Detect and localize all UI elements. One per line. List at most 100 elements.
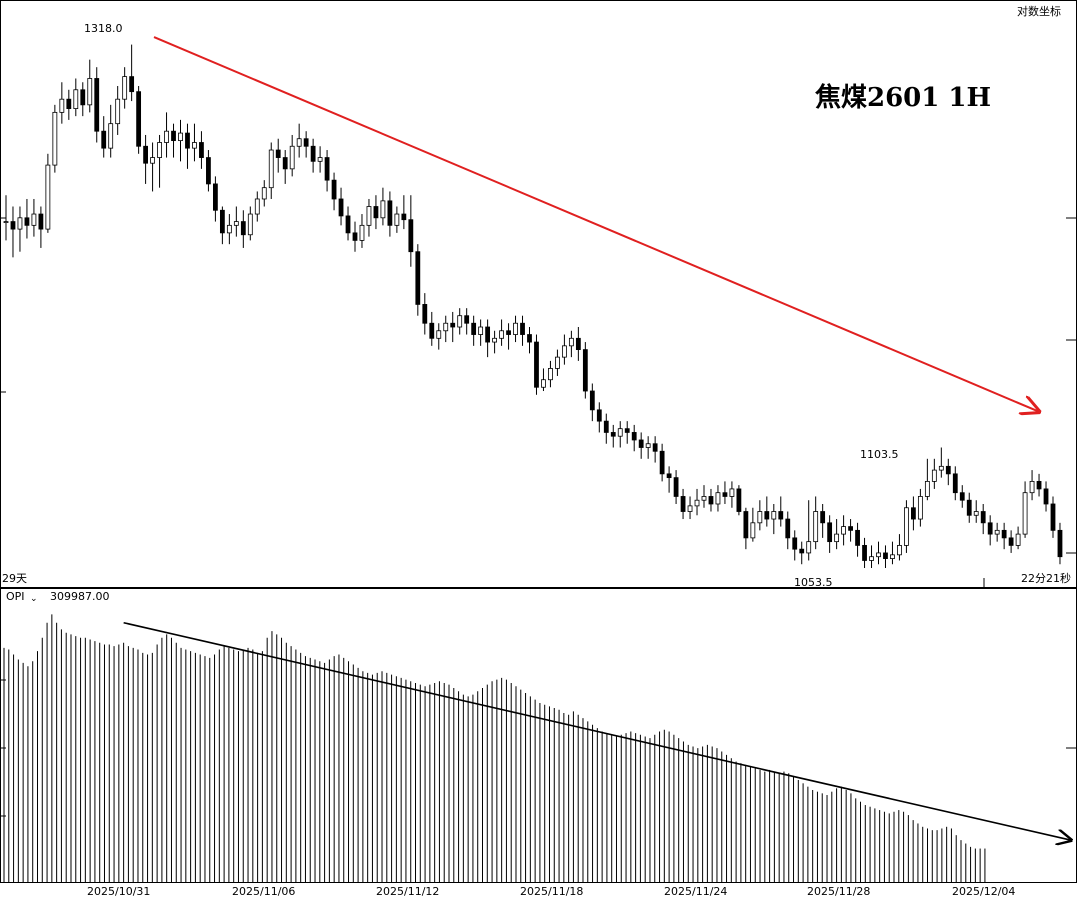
candle	[408, 195, 414, 267]
candle	[87, 59, 93, 113]
candle	[750, 507, 756, 542]
candle-body-down	[387, 200, 393, 226]
candle-body-down	[1050, 503, 1056, 531]
candle	[917, 488, 923, 527]
candle-body-up	[806, 541, 812, 554]
candle	[694, 488, 700, 516]
candle-body-down	[171, 130, 176, 142]
candle	[66, 89, 72, 120]
candle	[122, 67, 128, 109]
candle-body-down	[778, 511, 784, 520]
x-axis-date-label: 2025/11/12	[376, 885, 439, 898]
candle	[268, 142, 274, 199]
candle	[247, 206, 253, 241]
price-axis-ticks	[1066, 217, 1077, 554]
candle	[1043, 481, 1049, 512]
candle-body-up	[233, 221, 239, 226]
candle-body-down	[966, 499, 972, 516]
candle	[94, 67, 100, 143]
candle	[778, 496, 784, 527]
candle-body-up	[645, 443, 651, 448]
candle-body-up	[897, 545, 902, 556]
candle	[945, 458, 951, 486]
candle-body-down	[282, 157, 288, 170]
candle-body-down	[945, 465, 951, 475]
candle	[659, 443, 665, 482]
candle-body-up	[617, 428, 623, 437]
candle-body-down	[450, 322, 456, 328]
candle-body-up	[555, 356, 560, 369]
candle	[715, 485, 721, 512]
candle-body-down	[534, 341, 539, 388]
candle-body-up	[122, 76, 128, 100]
candle-body-up	[254, 198, 260, 215]
candle	[813, 496, 819, 550]
countdown-label: 22分21秒	[1021, 571, 1071, 585]
candle-body-down	[185, 132, 190, 149]
candle	[115, 86, 121, 135]
opi-indicator-header[interactable]: OPI ⌄	[6, 590, 38, 604]
candle	[240, 210, 246, 248]
candle-body-up	[436, 330, 442, 339]
candle	[596, 402, 602, 433]
candle-body-down	[952, 473, 958, 494]
candle-body-up	[1022, 492, 1028, 535]
candle-body-up	[513, 322, 518, 335]
candle	[171, 123, 176, 158]
candle-body-up	[917, 496, 923, 520]
candle	[589, 383, 595, 422]
candle-body-down	[1008, 537, 1014, 546]
opi-bar-series	[3, 614, 986, 882]
candle	[254, 191, 260, 222]
candle	[757, 500, 763, 531]
candle-body-down	[659, 450, 665, 475]
candle-body-down	[471, 322, 477, 335]
candle-body-down	[785, 518, 791, 539]
candle-body-up	[499, 330, 504, 339]
x-axis-date-label: 2025/11/06	[232, 885, 295, 898]
candle-body-down	[415, 251, 421, 305]
candle-body-down	[582, 349, 588, 392]
candle	[680, 488, 686, 520]
candle	[226, 214, 232, 245]
candle	[994, 522, 1000, 542]
chevron-down-icon[interactable]: ⌄	[30, 594, 38, 604]
candle	[185, 123, 190, 169]
mid-high-price-label: 1103.5	[860, 448, 899, 461]
candle-body-up	[380, 200, 386, 219]
candle-body-down	[596, 409, 602, 422]
candle-body-up	[869, 556, 874, 561]
candle-body-down	[1001, 529, 1007, 539]
candle-body-up	[750, 522, 756, 539]
candle-body-up	[687, 505, 693, 512]
candle	[520, 315, 525, 346]
candle	[820, 503, 826, 538]
candle-body-down	[987, 522, 993, 535]
candle-body-down	[589, 390, 595, 411]
candle	[282, 150, 288, 184]
candle-body-up	[45, 164, 51, 230]
opi-indicator-label[interactable]: OPI	[6, 590, 25, 603]
candle	[1050, 496, 1056, 538]
candle	[534, 334, 539, 395]
candle	[338, 187, 344, 226]
candle-body-down	[1057, 529, 1063, 558]
price-panel-frame	[0, 0, 1077, 588]
candle	[31, 198, 37, 237]
candle	[624, 421, 630, 444]
candle-body-down	[38, 213, 44, 230]
candle	[959, 485, 965, 508]
candle	[178, 119, 183, 162]
candle	[261, 180, 267, 207]
candle-body-down	[862, 545, 867, 561]
candle	[729, 481, 735, 508]
candle	[373, 195, 379, 230]
candle	[366, 198, 372, 237]
candle	[645, 436, 651, 459]
candle-body-up	[757, 511, 763, 524]
candle	[736, 485, 742, 516]
candle-body-down	[129, 76, 135, 93]
low-price-label: 1053.5	[794, 576, 833, 589]
candle-body-down	[206, 157, 211, 185]
candle	[764, 496, 770, 527]
